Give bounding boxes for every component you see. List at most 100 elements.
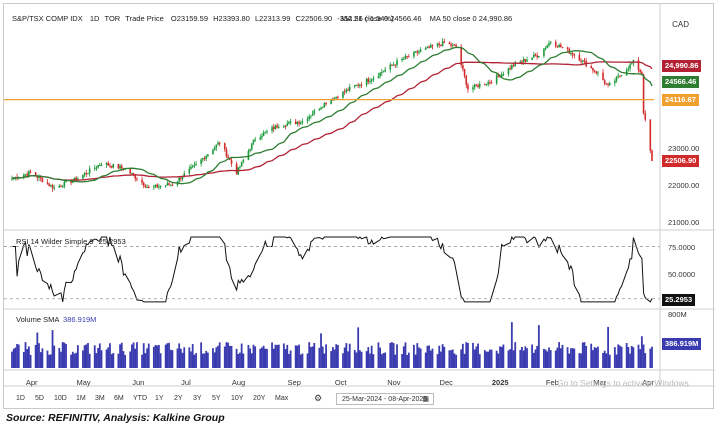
range-button-1d[interactable]: 1D	[16, 395, 25, 402]
range-button-20y[interactable]: 20Y	[253, 395, 266, 402]
chart-frame: S&P/TSX COMP IDX 1D TOR Trade Price O231…	[3, 3, 715, 409]
candle-body	[617, 75, 620, 77]
range-button-1m[interactable]: 1M	[76, 395, 86, 402]
volume-bar	[619, 345, 621, 368]
candle-body	[414, 51, 417, 53]
candle-body	[511, 65, 513, 69]
candle-body	[639, 69, 641, 72]
high-label: H	[213, 14, 219, 23]
range-button-max[interactable]: Max	[275, 395, 289, 402]
candle-body	[75, 177, 77, 181]
candle-body	[345, 89, 348, 92]
volume-bar	[521, 347, 523, 368]
candle-body	[284, 126, 287, 128]
candle-body	[543, 48, 545, 57]
volume-bar	[585, 345, 588, 368]
currency-label[interactable]: CAD	[672, 20, 689, 29]
candle-body	[105, 163, 108, 165]
volume-bar	[649, 348, 652, 368]
candle-body	[360, 84, 363, 86]
volume-bar	[195, 353, 197, 368]
volume-bar	[272, 348, 275, 368]
volume-value: 386.919M	[63, 315, 97, 324]
volume-bar	[171, 350, 174, 368]
candle-body	[649, 119, 652, 151]
candle-body	[641, 71, 643, 75]
volume-bar	[630, 346, 633, 368]
volume-bar	[495, 350, 498, 368]
x-tick-label: Sep	[287, 378, 301, 387]
exchange: TOR	[104, 14, 121, 23]
candle-body	[441, 41, 444, 47]
volume-bar	[591, 350, 594, 368]
volume-bar	[17, 344, 20, 368]
candle-body	[465, 75, 468, 85]
volume-bar	[65, 343, 67, 368]
range-button-5d[interactable]: 5D	[35, 395, 44, 402]
range-button-1y[interactable]: 1Y	[155, 395, 164, 402]
range-button-10d[interactable]: 10D	[54, 395, 67, 402]
candle-body	[218, 142, 221, 144]
candle-body	[193, 164, 196, 166]
volume-bar	[51, 330, 54, 368]
volume-bar	[548, 347, 550, 368]
volume-bar	[448, 350, 451, 368]
volume-bar	[134, 348, 137, 368]
candle-body	[60, 185, 62, 187]
range-button-6m[interactable]: 6M	[114, 395, 124, 402]
volume-bar	[461, 343, 464, 368]
volume-bar	[639, 349, 642, 368]
ma21-label: MA 21 close 0	[341, 14, 389, 23]
candle-body	[581, 60, 584, 62]
volume-bar	[559, 348, 562, 368]
range-button-3y[interactable]: 3Y	[193, 395, 202, 402]
volume-bar	[418, 347, 420, 368]
volume-bar	[478, 354, 481, 368]
range-button-ytd[interactable]: YTD	[133, 395, 147, 402]
candle-body	[651, 150, 653, 161]
volume-bar	[88, 353, 91, 368]
range-button-2y[interactable]: 2Y	[174, 395, 183, 402]
volume-bar	[107, 347, 110, 368]
candle-body	[538, 56, 540, 58]
volume-bar	[76, 345, 79, 368]
candle-body	[578, 54, 581, 61]
date-range-field[interactable]: 25-Mar-2024 - 08-Apr-2025 ▦	[336, 393, 434, 405]
volume-bar	[73, 353, 76, 368]
candle-body	[614, 80, 616, 84]
volume-bar	[147, 343, 150, 368]
candle-body	[392, 64, 395, 66]
settings-icon[interactable]: ⚙	[314, 393, 323, 403]
volume-bar	[424, 352, 427, 368]
volume-bar	[158, 344, 160, 368]
ma21-line	[11, 46, 653, 185]
volume-bar	[110, 354, 113, 368]
candle-body	[428, 46, 430, 48]
volume-bar	[355, 352, 358, 368]
candle-body	[590, 66, 593, 68]
range-button-10y[interactable]: 10Y	[231, 395, 244, 402]
volume-bar	[235, 348, 238, 368]
candle-body	[200, 159, 202, 164]
candle-body	[252, 139, 255, 144]
candle-body	[377, 76, 380, 79]
candle-body	[478, 84, 481, 88]
volume-bar	[394, 354, 397, 368]
volume-bar	[372, 354, 375, 368]
range-button-3m[interactable]: 3M	[95, 395, 105, 402]
volume-bar	[607, 326, 609, 368]
range-button-5y[interactable]: 5Y	[212, 395, 221, 402]
candle-body	[213, 147, 216, 150]
volume-bar	[289, 350, 292, 368]
volume-bar	[259, 348, 262, 368]
candle-body	[230, 160, 233, 164]
rsi-levels	[4, 246, 660, 300]
calendar-icon[interactable]: ▦	[422, 396, 429, 403]
candle-body	[73, 177, 76, 181]
candle-body	[51, 184, 54, 189]
candle-body	[26, 174, 28, 176]
candle-body	[536, 55, 538, 58]
volume-bar	[205, 350, 208, 368]
candle-body	[597, 72, 599, 74]
volume-bar	[453, 353, 456, 368]
